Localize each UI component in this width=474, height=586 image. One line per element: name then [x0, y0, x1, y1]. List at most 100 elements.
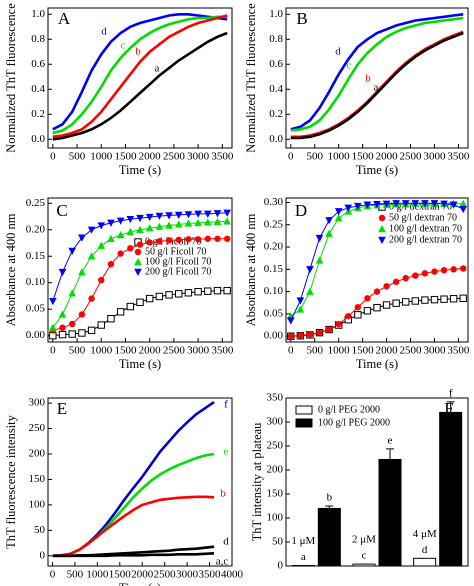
plot-frame — [47, 7, 233, 149]
data-point — [354, 202, 362, 211]
y-tick-label: 0.25 — [264, 218, 284, 230]
data-point — [449, 201, 458, 209]
data-point — [69, 320, 76, 328]
series-line — [52, 290, 228, 337]
data-point — [87, 226, 96, 234]
bar — [317, 507, 341, 567]
y-tick-label: 0.25 — [26, 197, 46, 209]
legend-marker — [134, 248, 142, 256]
y-axis-label: ThT intensity at plateau — [250, 422, 264, 542]
x-tick-label: 2500 — [154, 569, 177, 581]
data-point — [98, 276, 105, 284]
data-point — [411, 297, 420, 305]
data-point — [116, 231, 125, 239]
y-tick-label: 0 — [278, 560, 284, 572]
series-line — [290, 13, 464, 131]
y-tick-label: 300 — [267, 416, 284, 428]
x-axis-label: Time (s) — [356, 163, 398, 177]
data-point — [107, 315, 115, 323]
y-tick-label: 0.6 — [269, 58, 283, 70]
data-point — [306, 287, 314, 295]
data-point — [440, 295, 448, 303]
legend-label: 100 g/l PEG 2000 — [318, 417, 390, 428]
legend-marker — [378, 225, 386, 233]
x-tick-label: 500 — [67, 569, 84, 581]
x-tick-label: 1000 — [86, 569, 109, 581]
data-point — [185, 236, 192, 243]
x-tick-label: 1000 — [328, 151, 351, 163]
data-point — [325, 217, 333, 225]
data-point — [116, 308, 125, 316]
x-tick-label: 1000 — [90, 151, 113, 163]
category-label: 1 μM — [291, 535, 315, 547]
y-tick-label: 0.00 — [264, 330, 284, 342]
data-point — [88, 295, 95, 302]
x-tick-label: 3000 — [423, 345, 446, 357]
x-tick-label: 1500 — [109, 569, 132, 581]
x-tick-label: 3000 — [187, 151, 210, 163]
data-point — [146, 239, 153, 246]
data-point — [127, 245, 134, 252]
y-tick-label: 150 — [267, 488, 284, 500]
x-tick-label: 0 — [50, 151, 56, 163]
data-point — [401, 200, 410, 208]
data-point — [392, 278, 400, 286]
data-point — [78, 329, 86, 337]
data-point — [373, 288, 381, 295]
y-tick-label: 350 — [267, 392, 284, 404]
legend-label: 0 g/l dextran 70 — [389, 201, 452, 212]
data-point — [392, 299, 400, 307]
series-label: a,c — [216, 556, 229, 568]
series-label: c — [121, 40, 126, 52]
data-point — [354, 304, 362, 311]
x-tick-label: 500 — [69, 151, 86, 163]
x-tick-label: 3500 — [199, 569, 222, 581]
data-point — [430, 200, 439, 208]
y-tick-label: 0.0 — [31, 133, 45, 145]
data-point — [49, 323, 57, 331]
data-point — [107, 219, 115, 227]
legend-label: 100 g/l dextran 70 — [389, 223, 462, 234]
data-point — [223, 286, 231, 295]
series-line — [52, 14, 228, 139]
series-line — [52, 495, 215, 558]
data-point — [116, 217, 125, 225]
series-line — [290, 31, 464, 140]
category-label: 4 μM — [413, 528, 437, 540]
y-tick-label: 0.8 — [269, 33, 283, 45]
data-point — [382, 301, 391, 309]
data-point — [412, 272, 419, 279]
data-point — [165, 291, 173, 299]
y-tick-label: 0.8 — [31, 33, 45, 45]
y-tick-label: 0.20 — [264, 241, 284, 253]
bar-label: f — [449, 387, 453, 399]
data-point — [155, 212, 164, 220]
data-point — [421, 200, 429, 208]
x-axis-label: Time (s) — [356, 357, 398, 371]
data-point — [382, 200, 391, 208]
data-point — [345, 312, 352, 320]
data-point — [117, 250, 124, 257]
x-tick-label: 3500 — [211, 151, 234, 163]
data-point — [325, 229, 333, 237]
y-tick-label: 50 — [272, 536, 284, 548]
data-point — [175, 236, 182, 244]
panel-label: C — [56, 201, 67, 220]
x-tick-label: 1500 — [114, 151, 137, 163]
data-point — [97, 222, 106, 230]
plot-frame — [47, 197, 233, 343]
x-tick-label: 2500 — [163, 151, 186, 163]
panel-label: F — [444, 399, 453, 418]
panel-label: D — [295, 201, 307, 220]
y-tick-label: 0.6 — [31, 58, 45, 70]
y-tick-label: 0.4 — [31, 83, 45, 95]
data-point — [306, 266, 314, 274]
x-tick-label: 2500 — [163, 345, 186, 357]
data-point — [155, 222, 164, 230]
legend-label: 200 g/l Ficoll 70 — [145, 266, 211, 277]
legend-swatch — [295, 418, 313, 428]
data-point — [306, 331, 314, 338]
data-point — [194, 288, 202, 296]
data-point — [78, 311, 86, 318]
